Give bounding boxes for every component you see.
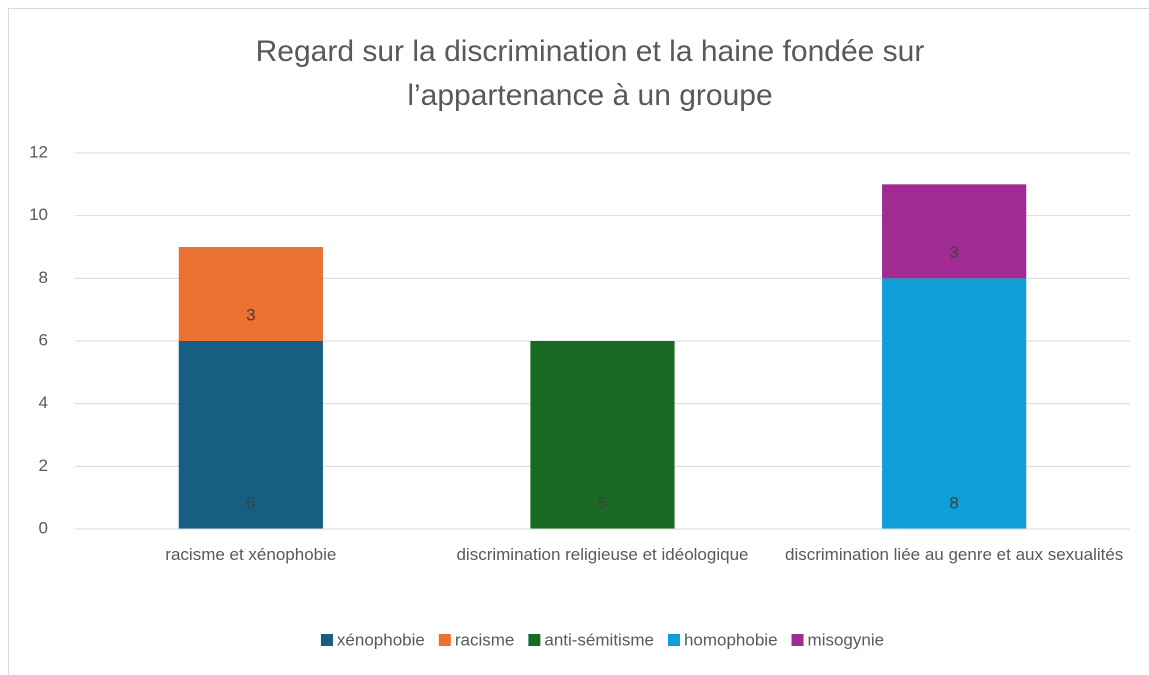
data-label: 3 <box>949 243 958 262</box>
bar-segment <box>178 341 323 529</box>
y-tick-label: 12 <box>29 142 48 161</box>
y-tick-label: 8 <box>39 268 48 287</box>
y-tick-label: 2 <box>39 456 48 475</box>
x-tick-label: racisme et xénophobie <box>165 545 337 564</box>
data-label: 8 <box>949 493 958 512</box>
data-label: 6 <box>598 493 607 512</box>
title-box: Regard sur la discrimination et la haine… <box>255 35 925 112</box>
legend-label: anti-sémitisme <box>544 630 654 649</box>
legend-swatch <box>320 634 333 646</box>
legend-swatch <box>438 634 451 646</box>
legend-swatch <box>528 634 541 646</box>
data-label: 3 <box>246 305 255 324</box>
legend-label: xénophobie <box>337 630 425 649</box>
chart-title: Regard sur la discrimination et la haine… <box>255 35 925 112</box>
legend-swatch <box>791 634 804 646</box>
legend: xénophobie racisme anti-sémitisme homophobi… <box>320 630 885 649</box>
y-tick-label: 0 <box>39 518 48 537</box>
legend-label: racisme <box>455 630 515 649</box>
bar-segment <box>178 247 323 341</box>
bar-segment <box>882 184 1027 279</box>
x-label-box: discrimination liée au genre et aux sexu… <box>785 545 1124 564</box>
legend-label: misogynie <box>808 630 885 649</box>
legend-label: homophobie <box>684 630 778 649</box>
y-tick-label: 4 <box>39 393 48 412</box>
bar-segment <box>530 341 675 529</box>
bar-segment <box>882 278 1027 529</box>
x-tick-label: discrimination religieuse et idéologique <box>456 545 749 564</box>
legend-swatch <box>667 634 680 646</box>
x-label-box: racisme et xénophobie <box>165 545 337 564</box>
x-label-box: discrimination religieuse et idéologique <box>456 545 749 564</box>
data-label: 6 <box>246 493 255 512</box>
x-tick-label: discrimination liée au genre et aux sexu… <box>785 545 1124 564</box>
y-tick-label: 6 <box>39 330 48 349</box>
y-tick-label: 10 <box>29 205 48 224</box>
